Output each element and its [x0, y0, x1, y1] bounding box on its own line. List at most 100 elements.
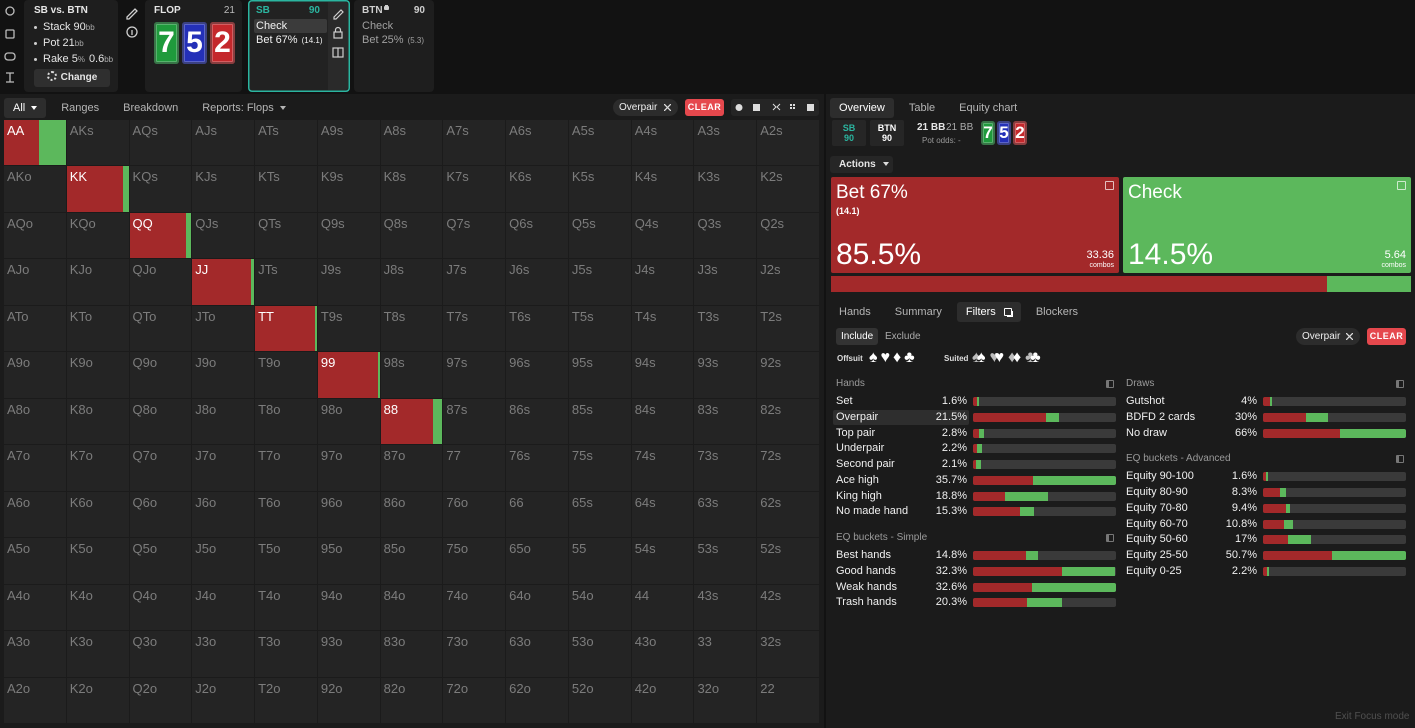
- hand-cell[interactable]: QTo: [129, 305, 192, 352]
- hand-cell[interactable]: Q3o: [129, 631, 192, 677]
- hand-cell[interactable]: A2o: [4, 677, 66, 723]
- hand-cell[interactable]: 98s: [380, 352, 443, 398]
- hand-cell[interactable]: 63o: [506, 631, 568, 677]
- hand-cell[interactable]: 64o: [506, 584, 568, 631]
- filter-row[interactable]: Equity 0-25 2.2%: [1123, 564, 1409, 579]
- tab[interactable]: Ranges: [52, 98, 108, 118]
- hand-cell[interactable]: 87s: [443, 398, 506, 445]
- hand-cell[interactable]: KQs: [129, 166, 192, 212]
- hand-cell[interactable]: AQs: [129, 120, 192, 166]
- hand-cell[interactable]: T8s: [380, 305, 443, 352]
- hand-cell[interactable]: AQo: [4, 212, 66, 259]
- hand-cell[interactable]: K6o: [66, 491, 129, 538]
- reset-icon[interactable]: [5, 6, 15, 16]
- hand-cell[interactable]: A4s: [631, 120, 694, 166]
- hand-cell[interactable]: A3s: [694, 120, 757, 166]
- hand-cell[interactable]: T9o: [255, 352, 317, 398]
- hand-cell[interactable]: KQo: [66, 212, 129, 259]
- hand-cell[interactable]: K9o: [66, 352, 129, 398]
- hand-cell[interactable]: 63s: [694, 491, 757, 538]
- tab[interactable]: Table: [900, 98, 944, 118]
- chip-close[interactable]: [1346, 333, 1353, 340]
- hand-cell[interactable]: 95s: [568, 352, 631, 398]
- hand-cell[interactable]: 92o: [317, 677, 380, 723]
- hand-cell[interactable]: QQ: [129, 212, 192, 259]
- hand-cell[interactable]: 75o: [443, 538, 506, 584]
- hand-cell[interactable]: K3o: [66, 631, 129, 677]
- filter-row[interactable]: Ace high 35.7%: [833, 473, 1119, 488]
- filter-row[interactable]: Second pair 2.1%: [833, 457, 1119, 472]
- hand-cell[interactable]: J3s: [694, 259, 757, 305]
- hand-cell[interactable]: 62s: [757, 491, 819, 538]
- filter-row[interactable]: Equity 80-90 8.3%: [1123, 485, 1409, 500]
- filter-chip[interactable]: Overpair: [613, 99, 678, 116]
- suit-toggle[interactable]: ♣: [904, 349, 915, 366]
- hand-cell[interactable]: AJo: [4, 259, 66, 305]
- filter-row[interactable]: Weak hands 32.6%: [833, 580, 1119, 595]
- hand-cell[interactable]: T4s: [631, 305, 694, 352]
- hand-cell[interactable]: A7o: [4, 445, 66, 491]
- hand-cell[interactable]: 52s: [757, 538, 819, 584]
- filter-row[interactable]: Good hands 32.3%: [833, 564, 1119, 579]
- hand-cell[interactable]: J8s: [380, 259, 443, 305]
- tab[interactable]: Breakdown: [114, 98, 187, 118]
- hand-cell[interactable]: Q9o: [129, 352, 192, 398]
- filter-row[interactable]: King high 18.8%: [833, 489, 1119, 504]
- hand-cell[interactable]: 85o: [380, 538, 443, 584]
- hand-cell[interactable]: 95o: [317, 538, 380, 584]
- hand-cell[interactable]: T2o: [255, 677, 317, 723]
- edit-icon[interactable]: [333, 9, 344, 20]
- hand-cell[interactable]: AJs: [192, 120, 255, 166]
- hand-cell[interactable]: AKo: [4, 166, 66, 212]
- hand-cell[interactable]: J2s: [757, 259, 819, 305]
- hand-cell[interactable]: T7o: [255, 445, 317, 491]
- filter-row[interactable]: Set 1.6%: [833, 394, 1119, 409]
- clear-button[interactable]: CLEAR: [1367, 328, 1406, 345]
- hand-cell[interactable]: Q7s: [443, 212, 506, 259]
- hand-cell[interactable]: 33: [694, 631, 757, 677]
- collapse-icon[interactable]: [1106, 380, 1114, 388]
- hand-cell[interactable]: KTs: [255, 166, 317, 212]
- hand-cell[interactable]: 93o: [317, 631, 380, 677]
- hand-cell[interactable]: 94o: [317, 584, 380, 631]
- hand-cell[interactable]: K5s: [568, 166, 631, 212]
- hand-cell[interactable]: T7s: [443, 305, 506, 352]
- suit-toggle[interactable]: ♥: [994, 349, 1005, 366]
- action-row[interactable]: Check: [254, 19, 327, 33]
- edit-icon[interactable]: [126, 8, 138, 20]
- view-grid[interactable]: [790, 104, 792, 106]
- hand-cell[interactable]: A5o: [4, 538, 66, 584]
- hand-cell[interactable]: A6s: [506, 120, 568, 166]
- hand-cell[interactable]: Q4o: [129, 584, 192, 631]
- hand-cell[interactable]: J4s: [631, 259, 694, 305]
- hand-cell[interactable]: T3s: [694, 305, 757, 352]
- collapse-icon[interactable]: [1106, 534, 1114, 542]
- suit-toggle[interactable]: ♦: [1013, 349, 1022, 366]
- hand-cell[interactable]: K3s: [694, 166, 757, 212]
- hand-cell[interactable]: 96o: [317, 491, 380, 538]
- hand-cell[interactable]: J9s: [317, 259, 380, 305]
- hand-cell[interactable]: T4o: [255, 584, 317, 631]
- hand-cell[interactable]: K8s: [380, 166, 443, 212]
- filter-row[interactable]: No made hand 15.3%: [833, 504, 1119, 519]
- expand-icon[interactable]: [1105, 181, 1114, 190]
- filter-row[interactable]: Underpair 2.2%: [833, 441, 1119, 456]
- hand-cell[interactable]: 42s: [757, 584, 819, 631]
- hand-cell[interactable]: K9s: [317, 166, 380, 212]
- hand-cell[interactable]: K7s: [443, 166, 506, 212]
- hand-cell[interactable]: 73o: [443, 631, 506, 677]
- info-icon[interactable]: [126, 26, 138, 38]
- hand-cell[interactable]: 84s: [631, 398, 694, 445]
- hand-cell[interactable]: 55: [568, 538, 631, 584]
- hand-cell[interactable]: A2s: [757, 120, 819, 166]
- hand-cell[interactable]: QTs: [255, 212, 317, 259]
- hand-cell[interactable]: 94s: [631, 352, 694, 398]
- hand-cell[interactable]: Q4s: [631, 212, 694, 259]
- hand-cell[interactable]: 72o: [443, 677, 506, 723]
- hand-cell[interactable]: ATo: [4, 305, 66, 352]
- hand-cell[interactable]: T8o: [255, 398, 317, 445]
- hand-cell[interactable]: A9o: [4, 352, 66, 398]
- suit-toggle[interactable]: ♦: [893, 349, 902, 366]
- sb-panel[interactable]: SB 90 Check Bet 67% (14.1): [248, 0, 350, 92]
- hand-cell[interactable]: J9o: [192, 352, 255, 398]
